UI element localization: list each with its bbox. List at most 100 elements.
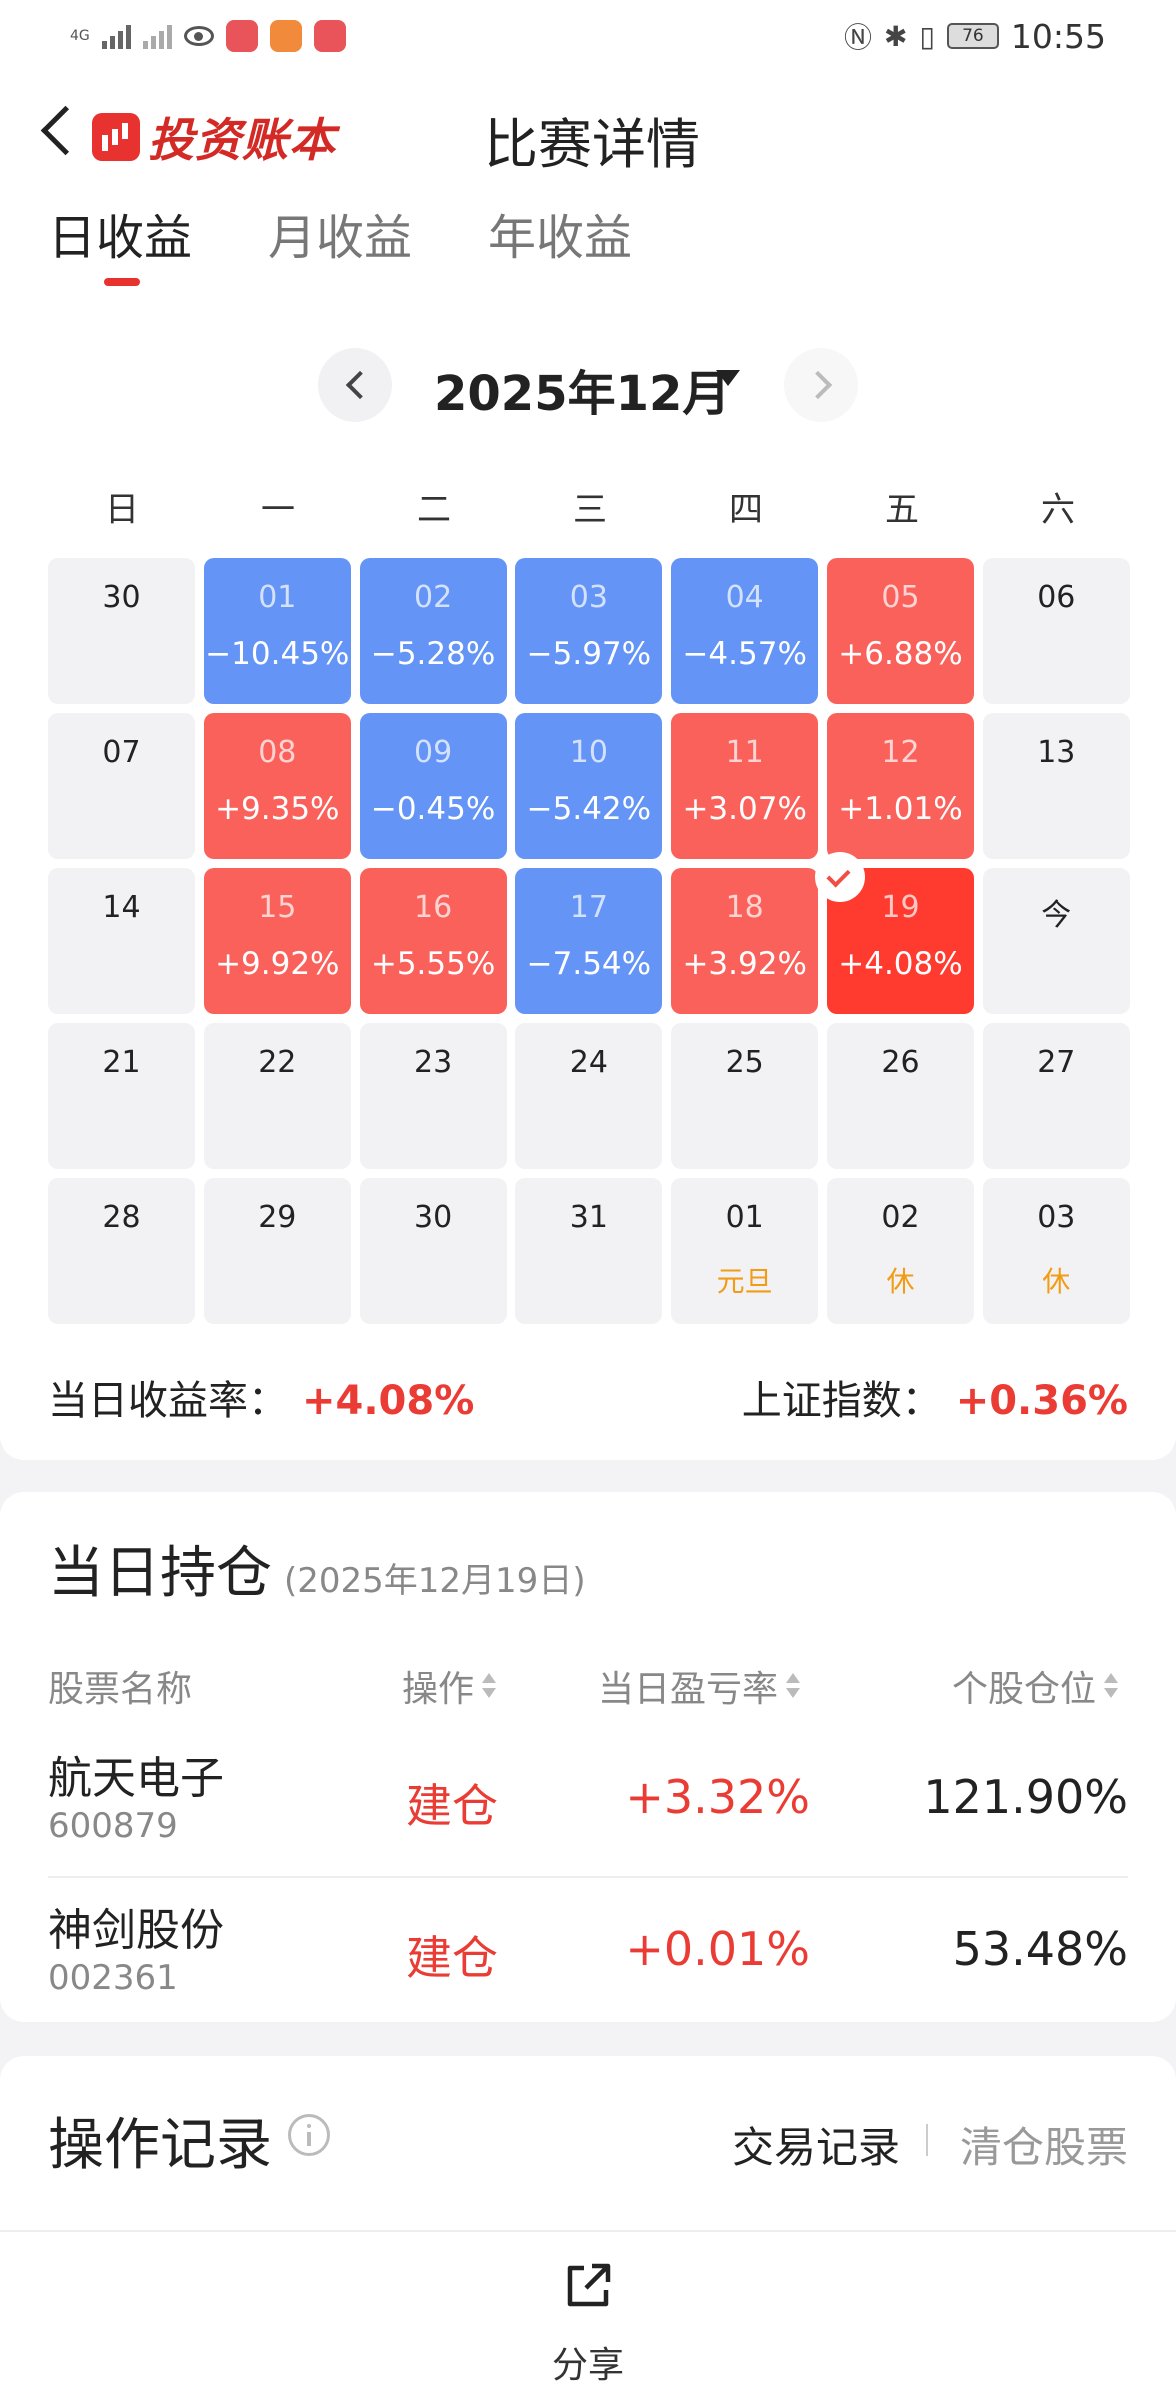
weekday-label: 二 [417, 490, 451, 530]
calendar-day[interactable]: 02 休 [826, 1178, 974, 1324]
nfc-icon: Ⓝ [843, 21, 872, 54]
column-label: 个股仓位 [952, 1669, 1097, 1710]
calendar-day[interactable]: 30 [48, 558, 195, 704]
stock-code: 600879 [48, 1806, 178, 1846]
column-operation[interactable]: 操作 [402, 1660, 497, 1712]
share-button[interactable]: 分享 [551, 2345, 624, 2386]
holdings-title: 当日持仓 (2025年12月19日) [48, 1528, 586, 1609]
calendar-day[interactable]: 17 −7.54% [515, 868, 663, 1014]
calendar-day-number: 01 [258, 580, 297, 615]
calendar-day[interactable]: 04 −4.57% [671, 558, 819, 704]
calendar-day[interactable]: 01 元旦 [671, 1178, 819, 1324]
calendar-day-return: −10.45% [205, 636, 350, 672]
calendar-day-return: +3.07% [682, 791, 807, 827]
calendar-day[interactable]: 28 [48, 1178, 195, 1324]
calendar-day[interactable]: 16 +5.55% [359, 868, 507, 1014]
calendar-day[interactable]: 08 +9.35% [203, 713, 351, 859]
calendar-day-return: +3.92% [682, 946, 807, 982]
calendar-day-return: −4.57% [682, 636, 807, 672]
logo-text: 投资账本 [148, 113, 336, 167]
calendar-day-number: 19 [881, 890, 920, 925]
month-selector[interactable]: 2025年12月 [434, 366, 731, 422]
tab-yearly[interactable]: 年收益 [488, 210, 633, 266]
status-left: 4G [70, 18, 346, 54]
back-button[interactable] [38, 100, 78, 160]
calendar-day-number: 31 [569, 1200, 608, 1235]
calendar-day-return: +9.35% [215, 791, 340, 827]
index-return-value: +0.36% [955, 1378, 1128, 1424]
calendar-day-return: −5.97% [526, 636, 652, 672]
calendar-day[interactable]: 01 −10.45% [203, 558, 351, 704]
share-icon[interactable] [562, 2260, 614, 2312]
calendar-day[interactable]: 14 [48, 868, 195, 1014]
prev-month-button[interactable] [318, 348, 392, 422]
next-month-button[interactable] [784, 348, 858, 422]
calendar-day[interactable]: 18 +3.92% [671, 868, 819, 1014]
app-logo: 投资账本 [92, 104, 336, 170]
calendar-day-number: 03 [569, 580, 608, 615]
sort-icon[interactable] [786, 1671, 801, 1701]
calendar-grid: 30 01 −10.45% 02 −5.28% 03 −5.97% 04 −4.57% 05 +6.… [48, 558, 1130, 1324]
table-row[interactable]: 神剑股份 002361 建仓 +0.01% 53.48% [48, 1880, 1128, 2030]
calendar-day[interactable]: 06 [982, 558, 1130, 704]
calendar-day[interactable]: 07 [48, 713, 195, 859]
calendar-day-number: 29 [258, 1200, 297, 1235]
weekday-label: 三 [573, 490, 607, 530]
calendar-day-number: 04 [725, 580, 764, 615]
tab-daily[interactable]: 日收益 [48, 210, 193, 266]
info-icon[interactable] [288, 2114, 330, 2156]
tab-divider [926, 2124, 928, 2156]
calendar-day-number: 06 [1037, 580, 1076, 615]
calendar-day-number: 23 [414, 1045, 453, 1080]
weekday-label: 六 [1041, 490, 1075, 530]
calendar-day[interactable]: 30 [359, 1178, 507, 1324]
calendar-day[interactable]: 10 −5.42% [515, 713, 663, 859]
calendar-day[interactable]: 24 [515, 1023, 663, 1169]
calendar-day[interactable]: 23 [359, 1023, 507, 1169]
calendar-day[interactable]: 22 [203, 1023, 351, 1169]
sort-icon[interactable] [482, 1671, 497, 1701]
calendar-day[interactable]: 29 [203, 1178, 351, 1324]
calendar-day-number: 18 [725, 890, 764, 925]
calendar-day[interactable]: 03 休 [982, 1178, 1130, 1324]
calendar-day[interactable]: 19 +4.08% [814, 852, 974, 1014]
calendar-day[interactable]: 今 [982, 868, 1130, 1014]
calendar-day[interactable]: 12 +1.01% [826, 713, 974, 859]
clock: 10:55 [1010, 16, 1106, 56]
daily-return-label: 当日收益率： [48, 1378, 288, 1424]
calendar-day-number: 17 [569, 890, 608, 925]
sort-icon[interactable] [1104, 1671, 1119, 1701]
weekday-label: 日 [105, 490, 139, 530]
calendar-day[interactable]: 15 +9.92% [203, 868, 351, 1014]
tab-cleared-stocks[interactable]: 清仓股票 [959, 2123, 1128, 2172]
calendar-day[interactable]: 27 [982, 1023, 1130, 1169]
calendar-day[interactable]: 13 [982, 713, 1130, 859]
calendar-day[interactable]: 03 −5.97% [515, 558, 663, 704]
calendar-day-return: −5.28% [370, 636, 496, 672]
tab-monthly[interactable]: 月收益 [268, 210, 413, 266]
weekday-label: 四 [729, 490, 763, 530]
caret-down-icon[interactable] [716, 370, 740, 386]
weekday-label: 五 [885, 490, 919, 530]
calendar-day-return: −0.45% [370, 791, 496, 827]
index-return: 上证指数： +0.36% [742, 1368, 1128, 1426]
calendar-day-number: 05 [881, 580, 920, 615]
calendar-day[interactable]: 26 [826, 1023, 974, 1169]
column-daily-pnl[interactable]: 当日盈亏率 [598, 1660, 801, 1712]
calendar-day-return: −5.42% [526, 791, 652, 827]
calendar-day[interactable]: 09 −0.45% [359, 713, 507, 859]
calendar-day-number: 21 [102, 1045, 141, 1080]
tab-trade-records[interactable]: 交易记录 [731, 2123, 900, 2172]
calendar-day[interactable]: 05 +6.88% [826, 558, 974, 704]
calendar-day[interactable]: 31 [515, 1178, 663, 1324]
calendar-day[interactable]: 21 [48, 1023, 195, 1169]
stock-daily-rate: +3.32% [625, 1770, 810, 1824]
calendar-day[interactable]: 25 [671, 1023, 819, 1169]
status-right: Ⓝ ✱ ▯ 76 10:55 [844, 14, 1106, 58]
table-row[interactable]: 航天电子 600879 建仓 +3.32% 121.90% [48, 1728, 1128, 1878]
calendar-day[interactable]: 02 −5.28% [359, 558, 507, 704]
column-label: 股票名称 [48, 1669, 193, 1710]
calendar-day[interactable]: 11 +3.07% [671, 713, 819, 859]
battery-icon: 76 [946, 23, 999, 49]
column-position[interactable]: 个股仓位 [952, 1660, 1119, 1712]
